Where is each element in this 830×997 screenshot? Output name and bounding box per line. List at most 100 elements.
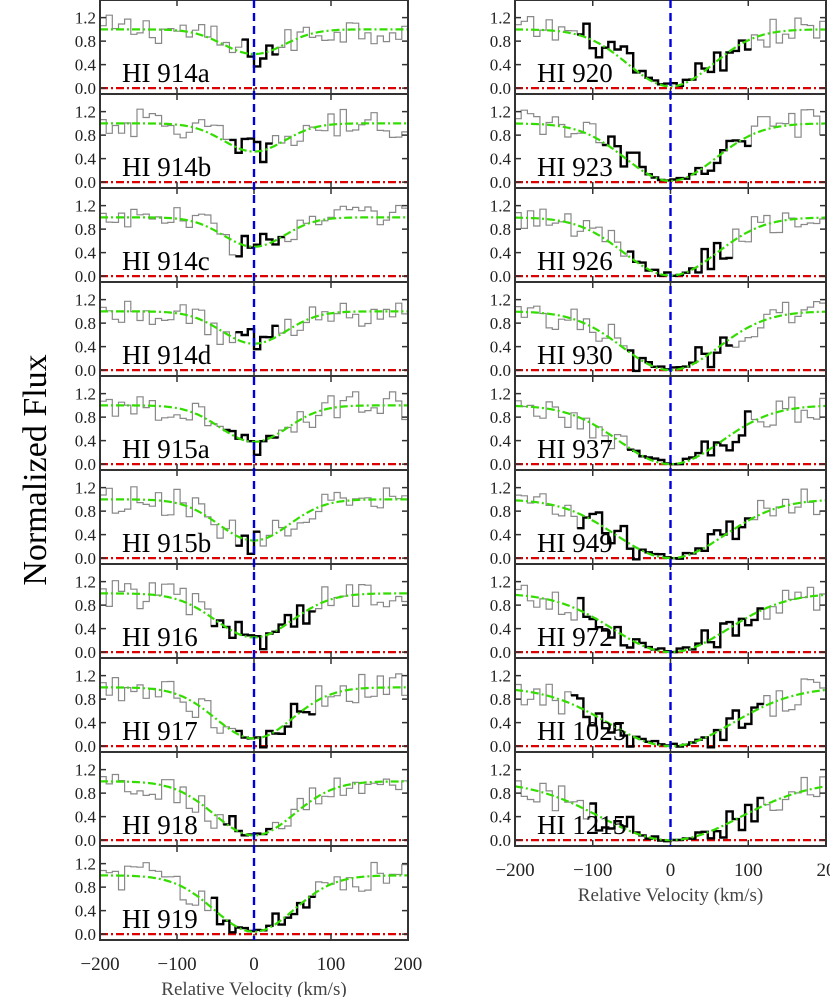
y-tick-label: 0.4 xyxy=(490,150,512,169)
y-tick-label: 0.0 xyxy=(490,737,511,756)
x-axis-label: Relative Velocity (km/s) xyxy=(161,979,346,997)
y-tick-label: 0.8 xyxy=(75,502,96,521)
y-tick-label: 0.8 xyxy=(75,126,96,145)
y-tick-label: 0.0 xyxy=(75,173,96,192)
y-tick-label: 0.8 xyxy=(490,596,511,615)
model-profile-line xyxy=(515,28,826,88)
spectrum-panel: 0.0 0.4 0.8 1.2 HI 914d xyxy=(75,281,409,380)
spectrum-panel: 0.0 0.4 0.8 1.2 HI 914b xyxy=(75,93,409,192)
y-tick-label: 0.0 xyxy=(490,643,511,662)
y-tick-label: 0.0 xyxy=(490,549,511,568)
spectrum-panel: 0.0 0.4 0.8 1.2 HI 917 xyxy=(75,657,409,756)
x-tick-label: 100 xyxy=(734,860,763,881)
spectrum-fit-region-trace xyxy=(210,895,316,934)
y-tick-label: 1.2 xyxy=(490,479,511,498)
transition-label: HI 916 xyxy=(122,622,198,652)
y-tick-label: 0.4 xyxy=(75,432,97,451)
transition-label: HI 1215 xyxy=(537,810,626,840)
y-tick-label: 0.0 xyxy=(490,455,511,474)
spectrum-panel: 0.0 0.4 0.8 1.2 HI 914a xyxy=(75,0,409,98)
y-tick-label: 0.4 xyxy=(75,244,97,263)
y-tick-label: 0.4 xyxy=(490,244,512,263)
y-tick-label: 0.8 xyxy=(490,314,511,333)
spectrum-panel: 0.0 0.4 0.8 1.2 HI 949 xyxy=(490,469,827,568)
transition-label: HI 972 xyxy=(537,622,613,652)
model-profile-line xyxy=(515,499,826,560)
y-tick-label: 0.8 xyxy=(490,784,511,803)
y-tick-label: 1.2 xyxy=(75,761,96,780)
y-tick-label: 0.0 xyxy=(75,643,96,662)
y-tick-label: 0.0 xyxy=(490,79,511,98)
y-tick-label: 0.4 xyxy=(490,714,512,733)
spectrum-panel: 0.0 0.4 0.8 1.2 HI 972 xyxy=(490,563,827,662)
model-profile-line xyxy=(100,28,408,56)
y-tick-label: 0.4 xyxy=(490,620,512,639)
spectrum-panel: 0.0 0.4 0.8 1.2 HI 1025 xyxy=(490,657,827,756)
y-tick-label: 1.2 xyxy=(490,103,511,122)
y-tick-label: 1.2 xyxy=(490,573,511,592)
spectrum-panel: 0.0 0.4 0.8 1.2 HI 915a xyxy=(75,375,409,474)
y-tick-label: 1.2 xyxy=(75,855,96,874)
spectrum-panel: 0.0 0.4 0.8 1.2 HI 920 xyxy=(490,0,827,98)
y-tick-label: 1.2 xyxy=(75,103,96,122)
x-tick-label: 20 xyxy=(817,860,830,881)
y-tick-label: 0.8 xyxy=(75,32,96,51)
transition-label: HI 917 xyxy=(122,716,198,746)
x-axis-label: Relative Velocity (km/s) xyxy=(578,885,763,906)
y-tick-label: 1.2 xyxy=(490,9,511,28)
y-tick-label: 0.8 xyxy=(490,502,511,521)
y-tick-label: 0.8 xyxy=(75,596,96,615)
y-tick-label: 0.4 xyxy=(490,338,512,357)
y-tick-label: 0.0 xyxy=(490,267,511,286)
spectrum-fit-region-trace xyxy=(577,511,752,561)
model-profile-line xyxy=(100,780,408,837)
x-tick-label: −200 xyxy=(495,860,534,881)
y-tick-label: 0.0 xyxy=(75,831,96,850)
spectrum-panel: 0.0 0.4 0.8 1.2 HI 1215 xyxy=(490,751,827,850)
transition-label: HI 914d xyxy=(122,340,212,370)
y-tick-label: 0.8 xyxy=(490,408,511,427)
transition-label: HI 937 xyxy=(537,434,613,464)
x-tick-label: 100 xyxy=(317,954,346,975)
y-tick-label: 0.4 xyxy=(75,526,97,545)
spectrum-panel: 0.0 0.4 0.8 1.2 HI 919 xyxy=(75,845,409,944)
spectrum-panel: 0.0 0.4 0.8 1.2 HI 923 xyxy=(490,93,827,192)
model-profile-line xyxy=(100,404,408,443)
left-column: 0.00.40.81.2HI 914a 0.0 0.4 0.8 1.2 HI 914b 0.… xyxy=(75,0,423,997)
model-profile-line xyxy=(515,216,826,277)
y-tick-label: 0.4 xyxy=(490,808,512,827)
spectrum-fit-region-trace xyxy=(223,428,279,456)
model-profile-line xyxy=(100,122,408,153)
y-tick-label: 1.2 xyxy=(75,291,96,310)
spectrum-panel: 0.0 0.4 0.8 1.2 HI 916 xyxy=(75,563,409,662)
y-tick-label: 0.8 xyxy=(75,690,96,709)
y-tick-label: 1.2 xyxy=(75,385,96,404)
x-tick-label: −200 xyxy=(80,954,119,975)
y-tick-label: 0.0 xyxy=(75,267,96,286)
spectrum-fit-region-trace xyxy=(627,410,752,466)
y-tick-label: 1.2 xyxy=(490,761,511,780)
transition-label: HI 1025 xyxy=(537,716,626,746)
y-tick-label: 0.0 xyxy=(490,361,511,380)
y-tick-label: 0.8 xyxy=(75,784,96,803)
spectrum-fit-region-trace xyxy=(235,232,285,258)
spectrum-fit-region-trace xyxy=(229,137,273,164)
x-tick-label: 0 xyxy=(666,860,676,881)
y-tick-label: 0.4 xyxy=(490,432,512,451)
x-tick-label: −100 xyxy=(573,860,612,881)
model-profile-line xyxy=(100,686,408,740)
y-tick-label: 0.0 xyxy=(75,925,96,944)
y-tick-label: 0.0 xyxy=(75,737,96,756)
transition-label: HI 920 xyxy=(537,58,613,88)
y-tick-label: 1.2 xyxy=(490,291,511,310)
y-tick-label: 0.8 xyxy=(75,408,96,427)
transition-label: HI 914b xyxy=(122,152,211,182)
spectrum-fit-region-trace xyxy=(602,135,752,182)
y-tick-label: 0.4 xyxy=(75,620,97,639)
y-tick-label: 0.8 xyxy=(490,690,511,709)
transition-label: HI 915b xyxy=(122,528,211,558)
x-tick-label: 200 xyxy=(394,954,423,975)
model-profile-line xyxy=(515,593,826,654)
